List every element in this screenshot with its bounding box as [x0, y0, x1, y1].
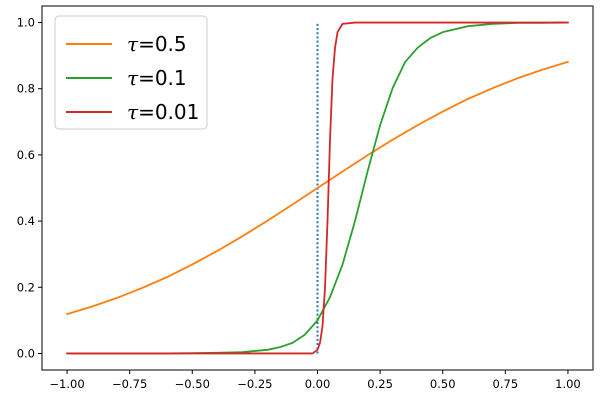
series-line-0: [66, 61, 569, 315]
legend-label-0: τ=0.5: [127, 32, 187, 56]
series-line-2: [66, 21, 569, 355]
x-tick-label: −1.00: [49, 377, 84, 391]
legend-tau-symbol: τ: [127, 32, 139, 56]
legend-tau-value: =0.01: [138, 100, 199, 124]
series-layer: [66, 21, 569, 355]
x-tick-label: 0.75: [493, 377, 519, 391]
y-tick-label: 0.4: [17, 214, 35, 228]
y-tick-label: 0.6: [17, 148, 35, 162]
legend-tau-value: =0.5: [138, 32, 187, 56]
legend-tau-value: =0.1: [138, 66, 187, 90]
y-tick-label: 0.0: [17, 346, 35, 360]
x-tick-label: −0.75: [112, 377, 147, 391]
legend: τ=0.5τ=0.1τ=0.01: [54, 15, 208, 130]
legend-tau-symbol: τ: [127, 100, 139, 124]
x-tick-label: −0.25: [237, 377, 272, 391]
y-tick-label: 0.8: [17, 82, 35, 96]
y-tick-label: 1.0: [17, 16, 35, 30]
x-tick-label: −0.50: [175, 377, 210, 391]
y-axis: 0.0 0.2 0.4 0.6 0.8 1.0: [17, 16, 42, 360]
x-axis: −1.00 −0.75 −0.50 −0.25 0.00 0.25 0.50 0.75 1.00: [49, 370, 581, 391]
x-tick-label: 0.00: [305, 377, 331, 391]
x-tick-label: 0.25: [367, 377, 393, 391]
legend-label-1: τ=0.1: [127, 66, 187, 90]
y-tick-label: 0.2: [17, 280, 35, 294]
legend-label-2: τ=0.01: [127, 100, 199, 124]
x-tick-label: 1.00: [555, 377, 581, 391]
x-tick-label: 0.50: [430, 377, 456, 391]
legend-tau-symbol: τ: [127, 66, 139, 90]
